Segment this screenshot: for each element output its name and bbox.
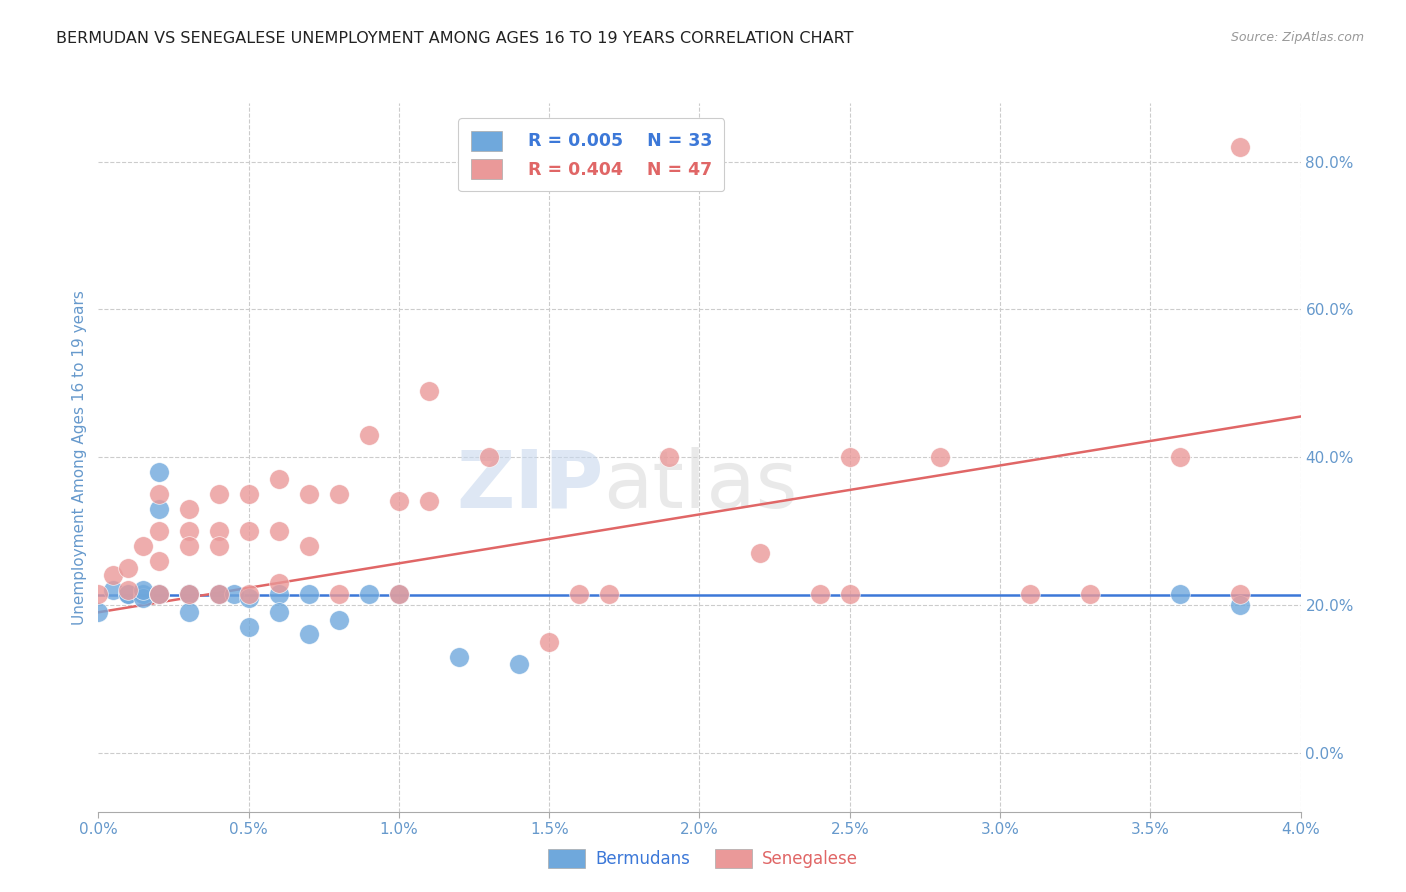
Point — [298, 539, 321, 553]
Point — [117, 583, 139, 598]
Point — [208, 587, 231, 601]
Point — [267, 575, 290, 590]
Point — [177, 587, 200, 601]
Point — [132, 587, 155, 601]
Point — [447, 649, 470, 664]
Text: atlas: atlas — [603, 447, 797, 524]
Point — [388, 587, 411, 601]
Legend: Bermudans, Senegalese: Bermudans, Senegalese — [541, 842, 865, 875]
Point — [1168, 587, 1191, 601]
Point — [658, 450, 681, 464]
Point — [748, 546, 770, 560]
Point — [177, 539, 200, 553]
Point — [418, 494, 440, 508]
Point — [117, 587, 139, 601]
Text: Source: ZipAtlas.com: Source: ZipAtlas.com — [1230, 31, 1364, 45]
Point — [267, 524, 290, 538]
Point — [148, 501, 170, 516]
Point — [328, 613, 350, 627]
Point — [328, 587, 350, 601]
Point — [298, 487, 321, 501]
Point — [538, 635, 561, 649]
Point — [208, 587, 231, 601]
Point — [177, 605, 200, 619]
Text: BERMUDAN VS SENEGALESE UNEMPLOYMENT AMONG AGES 16 TO 19 YEARS CORRELATION CHART: BERMUDAN VS SENEGALESE UNEMPLOYMENT AMON… — [56, 31, 853, 46]
Point — [132, 591, 155, 605]
Point — [238, 487, 260, 501]
Y-axis label: Unemployment Among Ages 16 to 19 years: Unemployment Among Ages 16 to 19 years — [72, 290, 87, 624]
Point — [177, 587, 200, 601]
Point — [1229, 587, 1251, 601]
Point — [87, 605, 110, 619]
Point — [148, 587, 170, 601]
Point — [208, 539, 231, 553]
Point — [388, 587, 411, 601]
Point — [103, 568, 125, 582]
Point — [808, 587, 831, 601]
Point — [298, 587, 321, 601]
Point — [177, 587, 200, 601]
Point — [508, 657, 530, 671]
Point — [357, 428, 380, 442]
Point — [1078, 587, 1101, 601]
Point — [148, 553, 170, 567]
Point — [222, 587, 245, 601]
Point — [838, 450, 860, 464]
Point — [177, 501, 200, 516]
Point — [148, 465, 170, 479]
Point — [238, 620, 260, 634]
Point — [117, 587, 139, 601]
Point — [208, 524, 231, 538]
Point — [1229, 140, 1251, 154]
Point — [148, 587, 170, 601]
Point — [177, 587, 200, 601]
Point — [238, 524, 260, 538]
Point — [238, 591, 260, 605]
Point — [148, 587, 170, 601]
Point — [388, 494, 411, 508]
Point — [267, 605, 290, 619]
Point — [1019, 587, 1042, 601]
Point — [568, 587, 591, 601]
Point — [238, 587, 260, 601]
Point — [1168, 450, 1191, 464]
Point — [177, 524, 200, 538]
Point — [478, 450, 501, 464]
Point — [132, 539, 155, 553]
Point — [928, 450, 950, 464]
Point — [148, 487, 170, 501]
Point — [267, 472, 290, 486]
Point — [132, 583, 155, 598]
Point — [598, 587, 620, 601]
Point — [357, 587, 380, 601]
Point — [298, 627, 321, 641]
Point — [148, 524, 170, 538]
Point — [103, 583, 125, 598]
Point — [208, 487, 231, 501]
Point — [328, 487, 350, 501]
Legend:   R = 0.005    N = 33,   R = 0.404    N = 47: R = 0.005 N = 33, R = 0.404 N = 47 — [458, 119, 724, 192]
Text: ZIP: ZIP — [456, 447, 603, 524]
Point — [87, 587, 110, 601]
Point — [177, 587, 200, 601]
Point — [148, 587, 170, 601]
Point — [117, 561, 139, 575]
Point — [838, 587, 860, 601]
Point — [208, 587, 231, 601]
Point — [267, 587, 290, 601]
Point — [418, 384, 440, 398]
Point — [1229, 598, 1251, 612]
